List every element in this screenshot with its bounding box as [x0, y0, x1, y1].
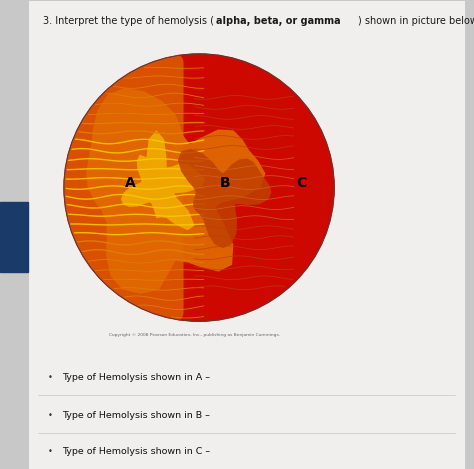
Circle shape — [64, 54, 334, 321]
Text: alpha, beta, or gamma: alpha, beta, or gamma — [216, 16, 340, 26]
PathPatch shape — [86, 88, 265, 294]
Text: C: C — [296, 176, 306, 190]
Text: ) shown in picture below.: ) shown in picture below. — [358, 16, 474, 26]
Text: Type of Hemolysis shown in B –: Type of Hemolysis shown in B – — [62, 410, 210, 420]
Text: Type of Hemolysis shown in A –: Type of Hemolysis shown in A – — [62, 373, 210, 382]
Text: 3. Interpret the type of hemolysis (: 3. Interpret the type of hemolysis ( — [43, 16, 214, 26]
Text: •: • — [47, 373, 52, 382]
Text: •: • — [47, 410, 52, 420]
Text: Type of Hemolysis shown in C –: Type of Hemolysis shown in C – — [62, 446, 210, 456]
Text: •: • — [47, 446, 52, 456]
Bar — [0, 202, 28, 272]
Text: A: A — [125, 176, 136, 190]
Text: B: B — [220, 176, 230, 190]
Text: Copyright © 2008 Pearson Education, Inc., publishing as Benjamin Cummings.: Copyright © 2008 Pearson Education, Inc.… — [109, 333, 280, 337]
PathPatch shape — [178, 149, 272, 248]
PathPatch shape — [121, 130, 205, 230]
FancyBboxPatch shape — [50, 54, 183, 321]
